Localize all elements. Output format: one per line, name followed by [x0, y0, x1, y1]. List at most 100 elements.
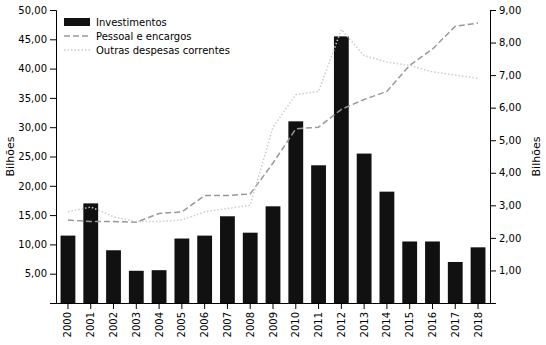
legend-label: Investimentos — [96, 17, 167, 28]
y2-axis-tick: 8,00 — [490, 37, 521, 48]
x-tick-line — [386, 303, 387, 309]
x-tick-label: 2015 — [404, 312, 415, 337]
x-tick: 2005 — [176, 303, 187, 337]
y-axis-tick-label: 25,00 — [18, 151, 47, 162]
x-tick: 2010 — [290, 303, 301, 337]
y-axis-tick-line — [50, 186, 56, 187]
y-axis-tick-label: 15,00 — [18, 210, 47, 221]
x-tick-line — [181, 303, 182, 309]
x-tick-line — [113, 303, 114, 309]
plot: 2000200120022003200420052006200720082009… — [4, 5, 543, 338]
y-axis-tick: 5,00 — [25, 268, 56, 279]
y-axis-tick: 10,00 — [18, 239, 56, 250]
y-axis-tick: 30,00 — [18, 122, 56, 133]
chart: 2000200120022003200420052006200720082009… — [0, 0, 546, 345]
y2-axis-tick-label: 9,00 — [499, 5, 521, 16]
x-tick: 2015 — [404, 303, 415, 337]
legend-item: Investimentos — [64, 17, 167, 28]
legend-swatch — [64, 49, 90, 51]
x-tick-label: 2001 — [85, 312, 96, 337]
y-axis-tick-line — [50, 39, 56, 40]
x-tick: 2001 — [85, 303, 96, 337]
x-tick: 2013 — [359, 303, 370, 337]
x-tick-label: 2010 — [290, 312, 301, 337]
y-axis-tick: 25,00 — [18, 151, 56, 162]
bar — [402, 241, 417, 303]
line — [68, 30, 478, 222]
legend-label: Pessoal e encargos — [96, 31, 192, 42]
bar — [311, 165, 326, 303]
x-tick: 2016 — [427, 303, 438, 337]
x-tick: 2007 — [222, 303, 233, 337]
y2-axis: 1,002,003,004,005,006,007,008,009,00 — [490, 5, 521, 304]
x-tick-label: 2017 — [450, 312, 461, 337]
legend-label: Outras despesas correntes — [96, 45, 230, 56]
y2-axis-tick: 1,00 — [490, 265, 521, 276]
y2-axis-tick-line — [490, 205, 496, 206]
bar — [152, 270, 167, 303]
x-tick-line — [273, 303, 274, 309]
bar — [197, 236, 212, 303]
y2-axis-title: Bilhões — [530, 136, 543, 176]
bar — [83, 203, 98, 303]
y-axis-tick-line — [50, 127, 56, 128]
marks — [61, 23, 486, 303]
bar — [129, 271, 144, 303]
y2-axis-tick-label: 3,00 — [499, 200, 521, 211]
bar — [357, 154, 372, 303]
y-axis-tick-line — [50, 157, 56, 158]
y-axis-tick: 50,00 — [18, 5, 56, 16]
y-axis-tick-line — [50, 215, 56, 216]
bar — [380, 192, 395, 303]
x-tick: 2011 — [313, 303, 324, 337]
x-tick-label: 2012 — [336, 312, 347, 337]
x-tick: 2002 — [108, 303, 119, 337]
y2-axis-tick: 3,00 — [490, 200, 521, 211]
y-axis-tick-label: 30,00 — [18, 122, 47, 133]
y-axis-tick-label: 45,00 — [18, 34, 47, 45]
x-tick: 2000 — [62, 303, 73, 337]
y-axis-tick-label: 20,00 — [18, 181, 47, 192]
bar — [425, 241, 440, 303]
legend-item: Outras despesas correntes — [64, 45, 230, 56]
x-tick-label: 2018 — [473, 312, 484, 337]
y2-axis-tick-line — [490, 108, 496, 109]
x-axis: 2000200120022003200420052006200720082009… — [57, 303, 491, 337]
y2-axis-tick-line — [490, 270, 496, 271]
y-axis-tick: 35,00 — [18, 93, 56, 104]
bar — [266, 206, 281, 303]
x-tick-line — [455, 303, 456, 309]
y-axis-tick-label: 5,00 — [25, 268, 47, 279]
y-axis-tick: 45,00 — [18, 34, 56, 45]
y-axis-title: Bilhões — [4, 136, 17, 176]
x-tick-line — [90, 303, 91, 309]
axis-line — [491, 11, 497, 304]
x-tick-line — [478, 303, 479, 309]
x-tick-line — [136, 303, 137, 309]
x-tick-label: 2016 — [427, 312, 438, 337]
y-axis-tick-line — [50, 98, 56, 99]
y2-axis-tick: 9,00 — [490, 5, 521, 16]
y2-axis-tick-label: 1,00 — [499, 265, 521, 276]
y2-axis-tick: 6,00 — [490, 102, 521, 113]
y2-axis-tick: 2,00 — [490, 233, 521, 244]
legend: Investimentos Pessoal e encargos Outras de… — [64, 17, 230, 56]
y2-axis-tick-label: 6,00 — [499, 102, 521, 113]
x-tick-label: 2004 — [154, 312, 165, 337]
y2-axis-tick-line — [490, 75, 496, 76]
y2-axis-tick-label: 5,00 — [499, 135, 521, 146]
bar — [243, 233, 258, 303]
y-axis-tick-line — [50, 244, 56, 245]
y2-axis-tick-label: 2,00 — [499, 233, 521, 244]
y-axis-tick: 40,00 — [18, 63, 56, 74]
x-tick: 2012 — [336, 303, 347, 337]
x-tick-line — [432, 303, 433, 309]
y-axis-tick-label: 40,00 — [18, 63, 47, 74]
line — [68, 23, 478, 222]
legend-item: Pessoal e encargos — [64, 31, 192, 42]
x-tick-line — [159, 303, 160, 309]
bar — [106, 250, 121, 303]
y-axis-tick: 15,00 — [18, 210, 56, 221]
bar — [61, 236, 76, 303]
y2-axis-tick-label: 4,00 — [499, 167, 521, 178]
